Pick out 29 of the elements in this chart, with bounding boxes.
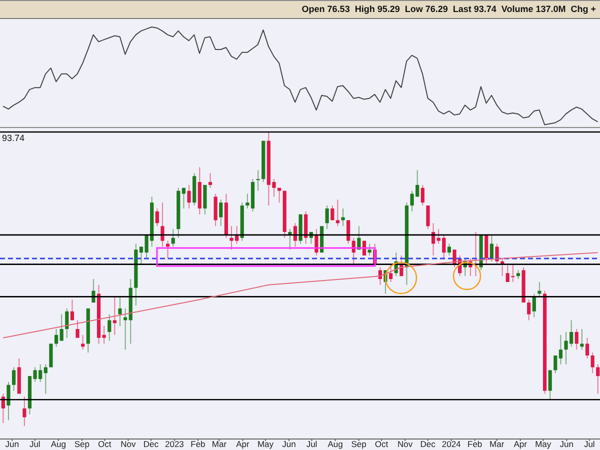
x-tick-label: 2023 [165, 439, 184, 450]
x-tick-label: Feb [190, 439, 206, 450]
x-tick-label: Nov [397, 439, 414, 450]
x-tick-label: Jul [306, 439, 318, 450]
x-tick-label: Mar [212, 439, 227, 450]
x-tick-label: Oct [374, 439, 389, 450]
x-tick-label: Aug [328, 439, 344, 450]
x-tick-label: Apr [514, 439, 528, 450]
x-tick-label: Jul [29, 439, 40, 450]
x-tick-label: Jun [282, 439, 296, 450]
x-tick-label: Sep [351, 439, 367, 450]
x-tick-label: May [257, 439, 274, 450]
x-tick-label: Oct [98, 439, 112, 450]
x-tick-label: Nov [120, 439, 136, 450]
x-tick-label: Feb [468, 439, 482, 450]
x-tick-label: Dec [143, 439, 160, 450]
x-tick-label: Jun [5, 439, 20, 450]
x-tick-label: Jun [560, 439, 574, 450]
x-tick-label: May [535, 439, 552, 450]
x-tick-label: Dec [420, 439, 436, 450]
text: Open 76.53 High 95.29 Low 76.29 Last 93.74 Volume 137.0M Chg + [302, 4, 596, 14]
annotation: 93.74 [0, 133, 27, 143]
candlestick [49, 343, 53, 368]
x-tick-label: Mar [490, 439, 504, 450]
x-tick-label: Sep [74, 439, 90, 450]
x-tick-label: 2024 [442, 439, 462, 450]
x-tick-label: Jul [584, 439, 595, 450]
x-tick-label: Aug [50, 439, 66, 450]
x-tick-label: Apr [236, 439, 250, 450]
